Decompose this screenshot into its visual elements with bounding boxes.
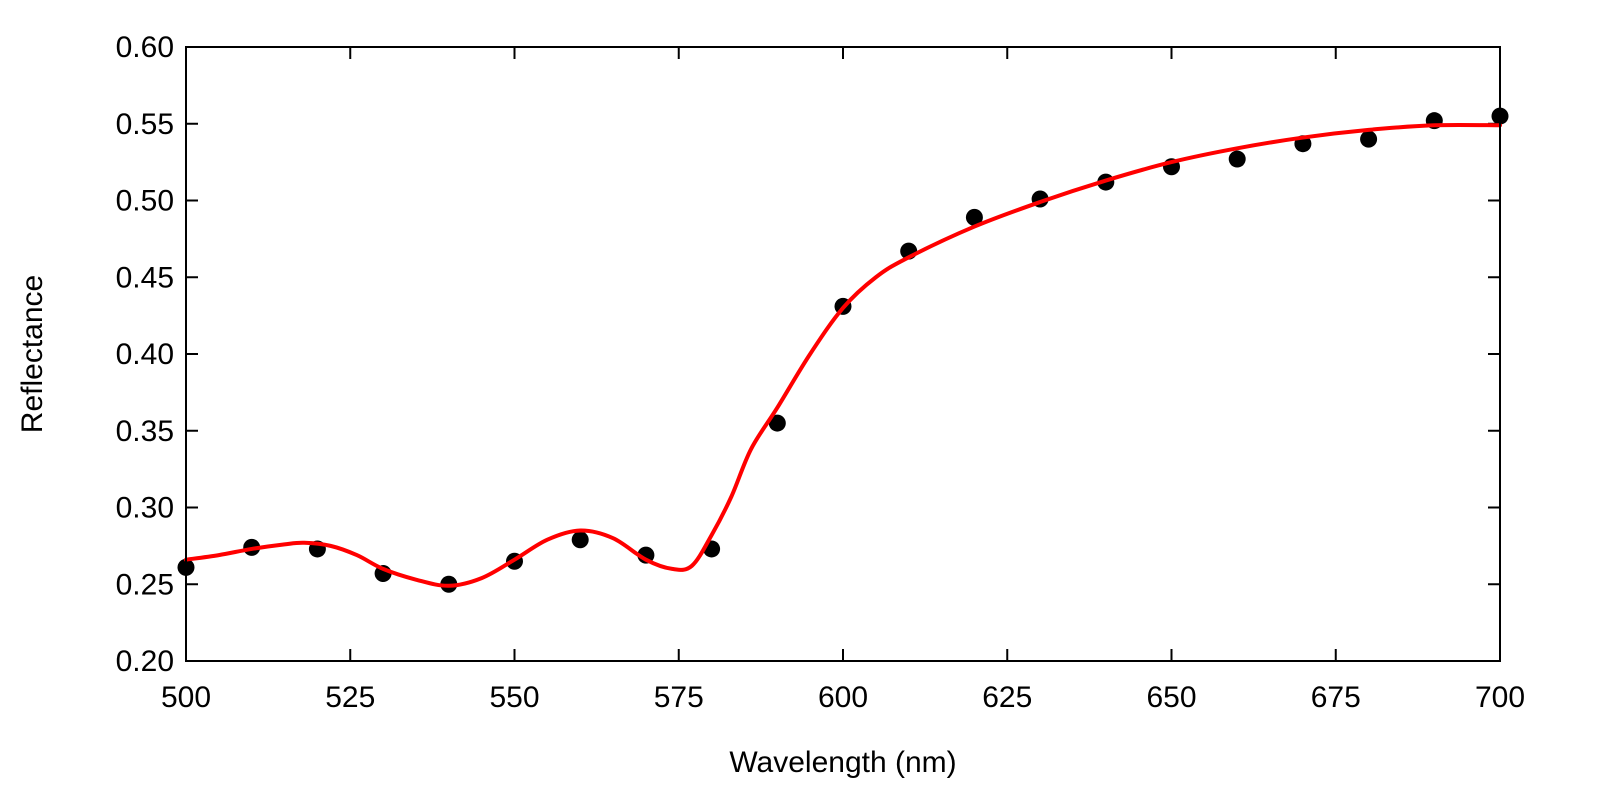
x-tick-label: 600 [818, 681, 868, 714]
x-tick-label: 625 [982, 681, 1032, 714]
data-point [1360, 130, 1378, 148]
y-tick-label: 0.55 [116, 108, 174, 141]
data-point [571, 531, 589, 549]
x-tick-label: 500 [161, 681, 211, 714]
y-tick-label: 0.20 [116, 645, 174, 678]
data-point [1228, 150, 1246, 168]
y-tick-label: 0.35 [116, 415, 174, 448]
scatter-points [177, 107, 1509, 593]
x-tick-label: 650 [1146, 681, 1196, 714]
x-tick-label: 575 [654, 681, 704, 714]
x-tick-label: 550 [489, 681, 539, 714]
y-tick-label: 0.60 [116, 31, 174, 64]
x-tick-label: 675 [1311, 681, 1361, 714]
x-tick-label: 700 [1475, 681, 1525, 714]
y-tick-label: 0.40 [116, 338, 174, 371]
fit-curve-line [184, 122, 1502, 588]
data-point [965, 208, 983, 226]
plot-frame [185, 46, 1501, 662]
x-tick-label: 525 [325, 681, 375, 714]
y-axis-title: Reflectance [16, 275, 49, 433]
y-tick-label: 0.50 [116, 185, 174, 218]
y-tick-label: 0.25 [116, 568, 174, 601]
y-tick-label: 0.30 [116, 492, 174, 525]
data-point [768, 414, 786, 432]
y-tick-labels: 0.20 0.25 0.30 0.35 0.40 0.45 0.50 0.55 0.60 [116, 31, 174, 678]
y-tick-label: 0.45 [116, 261, 174, 294]
x-tick-labels: 500 525 550 575 600 625 650 675 700 [161, 681, 1525, 714]
x-axis-title: Wavelength (nm) [729, 746, 956, 779]
